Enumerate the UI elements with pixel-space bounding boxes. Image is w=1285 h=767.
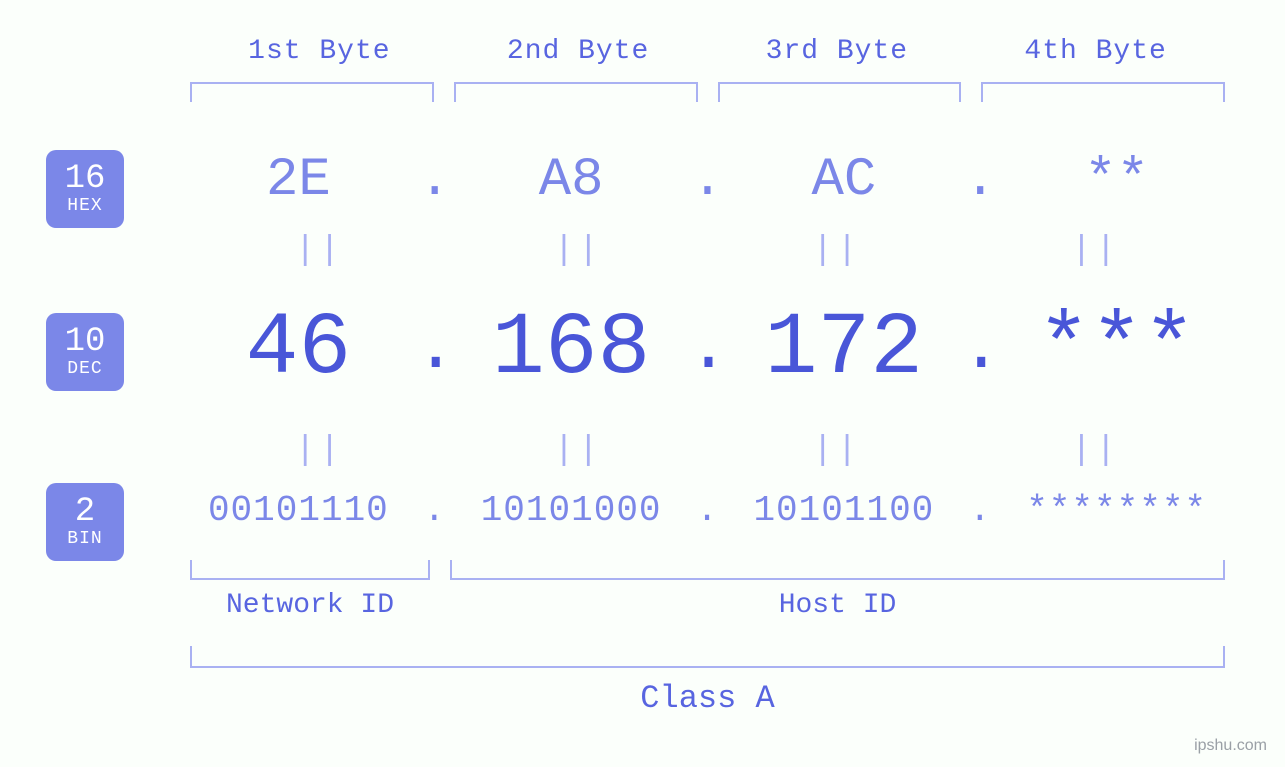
hex-byte-4: ** [1000,150,1233,211]
hex-dot-2: . [688,150,728,211]
byte-header-2: 2nd Byte [449,36,708,67]
host-id-bracket [450,560,1225,580]
hex-row: 2E . A8 . AC . ** [182,150,1233,211]
equals-2: || [449,232,708,270]
dec-dot-2: . [688,310,728,389]
bin-byte-1: 00101110 [182,490,415,531]
byte-header-3: 3rd Byte [708,36,967,67]
network-id-bracket [190,560,430,580]
bin-row: 00101110 . 10101000 . 10101100 . *******… [182,490,1233,531]
equals-1: || [190,232,449,270]
byte-header-1: 1st Byte [190,36,449,67]
bin-byte-4: ******** [1000,490,1233,531]
network-host-bracket-row [190,560,1225,580]
hex-byte-3: AC [728,150,961,211]
host-id-label: Host ID [450,590,1225,621]
bin-dot-3: . [960,490,1000,531]
base-badge-hex-label: HEX [46,197,124,216]
byte-bracket-2 [454,82,698,102]
base-badge-bin-label: BIN [46,530,124,549]
byte-bracket-row [190,82,1225,102]
hex-dot-1: . [415,150,455,211]
hex-dot-3: . [960,150,1000,211]
dec-dot-3: . [960,310,1000,389]
ip-address-diagram: 1st Byte 2nd Byte 3rd Byte 4th Byte 16 H… [0,0,1285,767]
byte-header-4: 4th Byte [966,36,1225,67]
equals-3: || [708,232,967,270]
network-host-label-row: Network ID Host ID [190,590,1225,621]
equals-row-dec-bin: || || || || [190,432,1225,470]
base-badge-bin-number: 2 [46,495,124,531]
hex-byte-2: A8 [455,150,688,211]
dec-byte-2: 168 [455,300,688,399]
dec-dot-1: . [415,310,455,389]
hex-byte-1: 2E [182,150,415,211]
base-badge-dec-number: 10 [46,325,124,361]
bin-dot-2: . [688,490,728,531]
dec-byte-3: 172 [728,300,961,399]
bin-byte-3: 10101100 [728,490,961,531]
equals-6: || [449,432,708,470]
bin-byte-2: 10101000 [455,490,688,531]
network-id-label: Network ID [190,590,430,621]
bin-dot-1: . [415,490,455,531]
equals-5: || [190,432,449,470]
dec-byte-4: *** [1000,300,1233,399]
base-badge-dec-label: DEC [46,360,124,379]
byte-bracket-3 [718,82,962,102]
byte-bracket-4 [981,82,1225,102]
equals-8: || [966,432,1225,470]
equals-4: || [966,232,1225,270]
dec-row: 46 . 168 . 172 . *** [182,300,1233,399]
equals-row-hex-dec: || || || || [190,232,1225,270]
watermark: ipshu.com [1194,737,1267,755]
base-badge-dec: 10 DEC [46,313,124,391]
base-badge-bin: 2 BIN [46,483,124,561]
base-badge-hex-number: 16 [46,162,124,198]
equals-7: || [708,432,967,470]
class-bracket [190,646,1225,668]
dec-byte-1: 46 [182,300,415,399]
class-label: Class A [190,680,1225,717]
base-badge-hex: 16 HEX [46,150,124,228]
byte-header-row: 1st Byte 2nd Byte 3rd Byte 4th Byte [190,36,1225,67]
byte-bracket-1 [190,82,434,102]
